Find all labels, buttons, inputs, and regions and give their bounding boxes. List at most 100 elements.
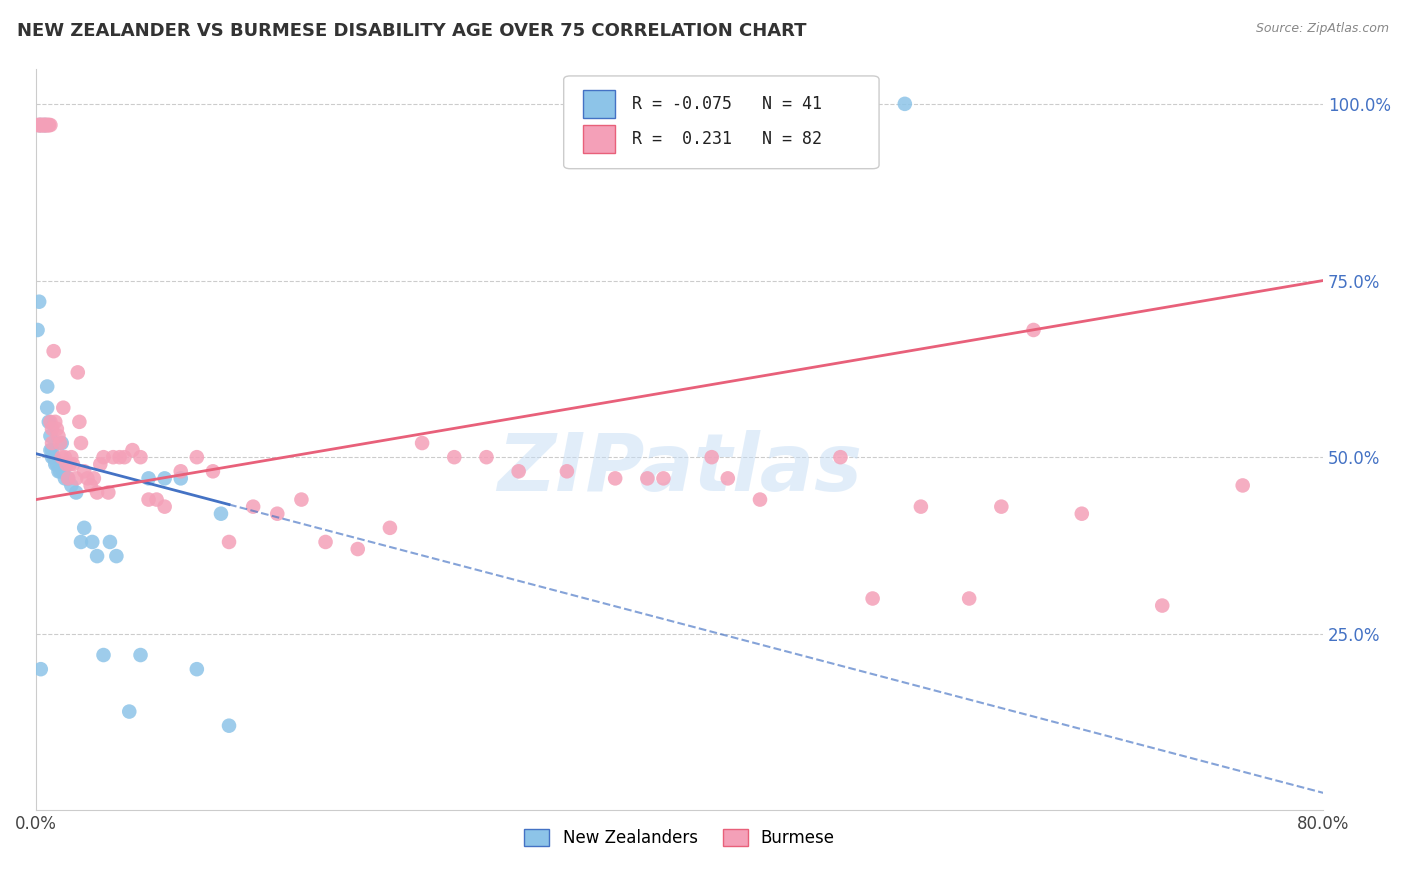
Point <box>1232 478 1254 492</box>
Point <box>53 471 76 485</box>
Point <box>957 591 980 606</box>
Point <box>39 443 62 458</box>
Point <box>32 118 55 132</box>
Point <box>910 500 932 514</box>
Point <box>378 521 401 535</box>
Point <box>30 118 52 132</box>
Point <box>67 415 90 429</box>
Point <box>315 535 337 549</box>
Point <box>41 450 63 465</box>
Point <box>990 500 1012 514</box>
Point <box>266 507 288 521</box>
Point <box>830 450 852 465</box>
Point <box>32 118 55 132</box>
Point <box>105 549 128 563</box>
Point <box>605 471 627 485</box>
Point <box>290 492 312 507</box>
Point <box>153 500 176 514</box>
Point <box>52 464 75 478</box>
Point <box>82 535 104 549</box>
Point <box>39 415 62 429</box>
Point <box>37 401 59 415</box>
Point <box>56 471 79 485</box>
Point <box>62 457 84 471</box>
Point <box>32 118 55 132</box>
Text: Source: ZipAtlas.com: Source: ZipAtlas.com <box>1256 22 1389 36</box>
Text: R =  0.231   N = 82: R = 0.231 N = 82 <box>631 130 823 148</box>
Point <box>508 464 530 478</box>
FancyBboxPatch shape <box>583 125 616 153</box>
FancyBboxPatch shape <box>583 90 616 119</box>
Point <box>97 485 120 500</box>
Point <box>83 471 105 485</box>
Point <box>114 450 136 465</box>
Point <box>44 457 66 471</box>
Point <box>31 118 53 132</box>
Point <box>76 471 98 485</box>
Point <box>39 118 62 132</box>
Point <box>636 471 658 485</box>
Point <box>37 379 59 393</box>
Point <box>30 662 52 676</box>
Point <box>86 485 108 500</box>
Point <box>138 471 160 485</box>
Point <box>749 492 772 507</box>
Point <box>70 535 93 549</box>
Point <box>38 118 60 132</box>
Point <box>118 705 141 719</box>
Point <box>59 457 82 471</box>
Point <box>1152 599 1174 613</box>
Point <box>70 436 93 450</box>
Point <box>346 542 368 557</box>
Point <box>108 450 131 465</box>
Point <box>60 450 83 465</box>
Point <box>129 450 152 465</box>
Point <box>52 401 75 415</box>
Point <box>89 457 111 471</box>
Point <box>38 415 60 429</box>
Point <box>34 118 56 132</box>
Point <box>37 118 59 132</box>
Point <box>98 535 121 549</box>
Point <box>79 478 101 492</box>
Point <box>48 464 70 478</box>
Point <box>48 429 70 443</box>
Point <box>186 662 208 676</box>
Point <box>65 471 87 485</box>
Point <box>73 521 96 535</box>
Legend: New Zealanders, Burmese: New Zealanders, Burmese <box>517 822 842 855</box>
Point <box>475 450 498 465</box>
Point <box>862 591 884 606</box>
Point <box>30 118 52 132</box>
Point <box>38 118 60 132</box>
Point <box>42 344 65 359</box>
Point <box>39 429 62 443</box>
Point <box>717 471 740 485</box>
Point <box>101 450 124 465</box>
Point <box>894 96 917 111</box>
Point <box>138 492 160 507</box>
Point <box>28 294 51 309</box>
Point <box>44 415 66 429</box>
Point <box>153 471 176 485</box>
Point <box>49 464 72 478</box>
Point <box>41 436 63 450</box>
Text: ZIPatlas: ZIPatlas <box>498 430 862 508</box>
Point <box>27 323 49 337</box>
Point <box>1070 507 1092 521</box>
Point <box>28 118 51 132</box>
FancyBboxPatch shape <box>564 76 879 169</box>
Point <box>28 118 51 132</box>
Point <box>51 436 73 450</box>
Point <box>31 118 53 132</box>
Point <box>30 118 52 132</box>
Point <box>93 450 115 465</box>
Point <box>209 507 232 521</box>
Point <box>51 450 73 465</box>
Point <box>121 443 143 458</box>
Point <box>201 464 224 478</box>
Point <box>41 443 63 458</box>
Point <box>60 478 83 492</box>
Point <box>45 422 67 436</box>
Point <box>443 450 465 465</box>
